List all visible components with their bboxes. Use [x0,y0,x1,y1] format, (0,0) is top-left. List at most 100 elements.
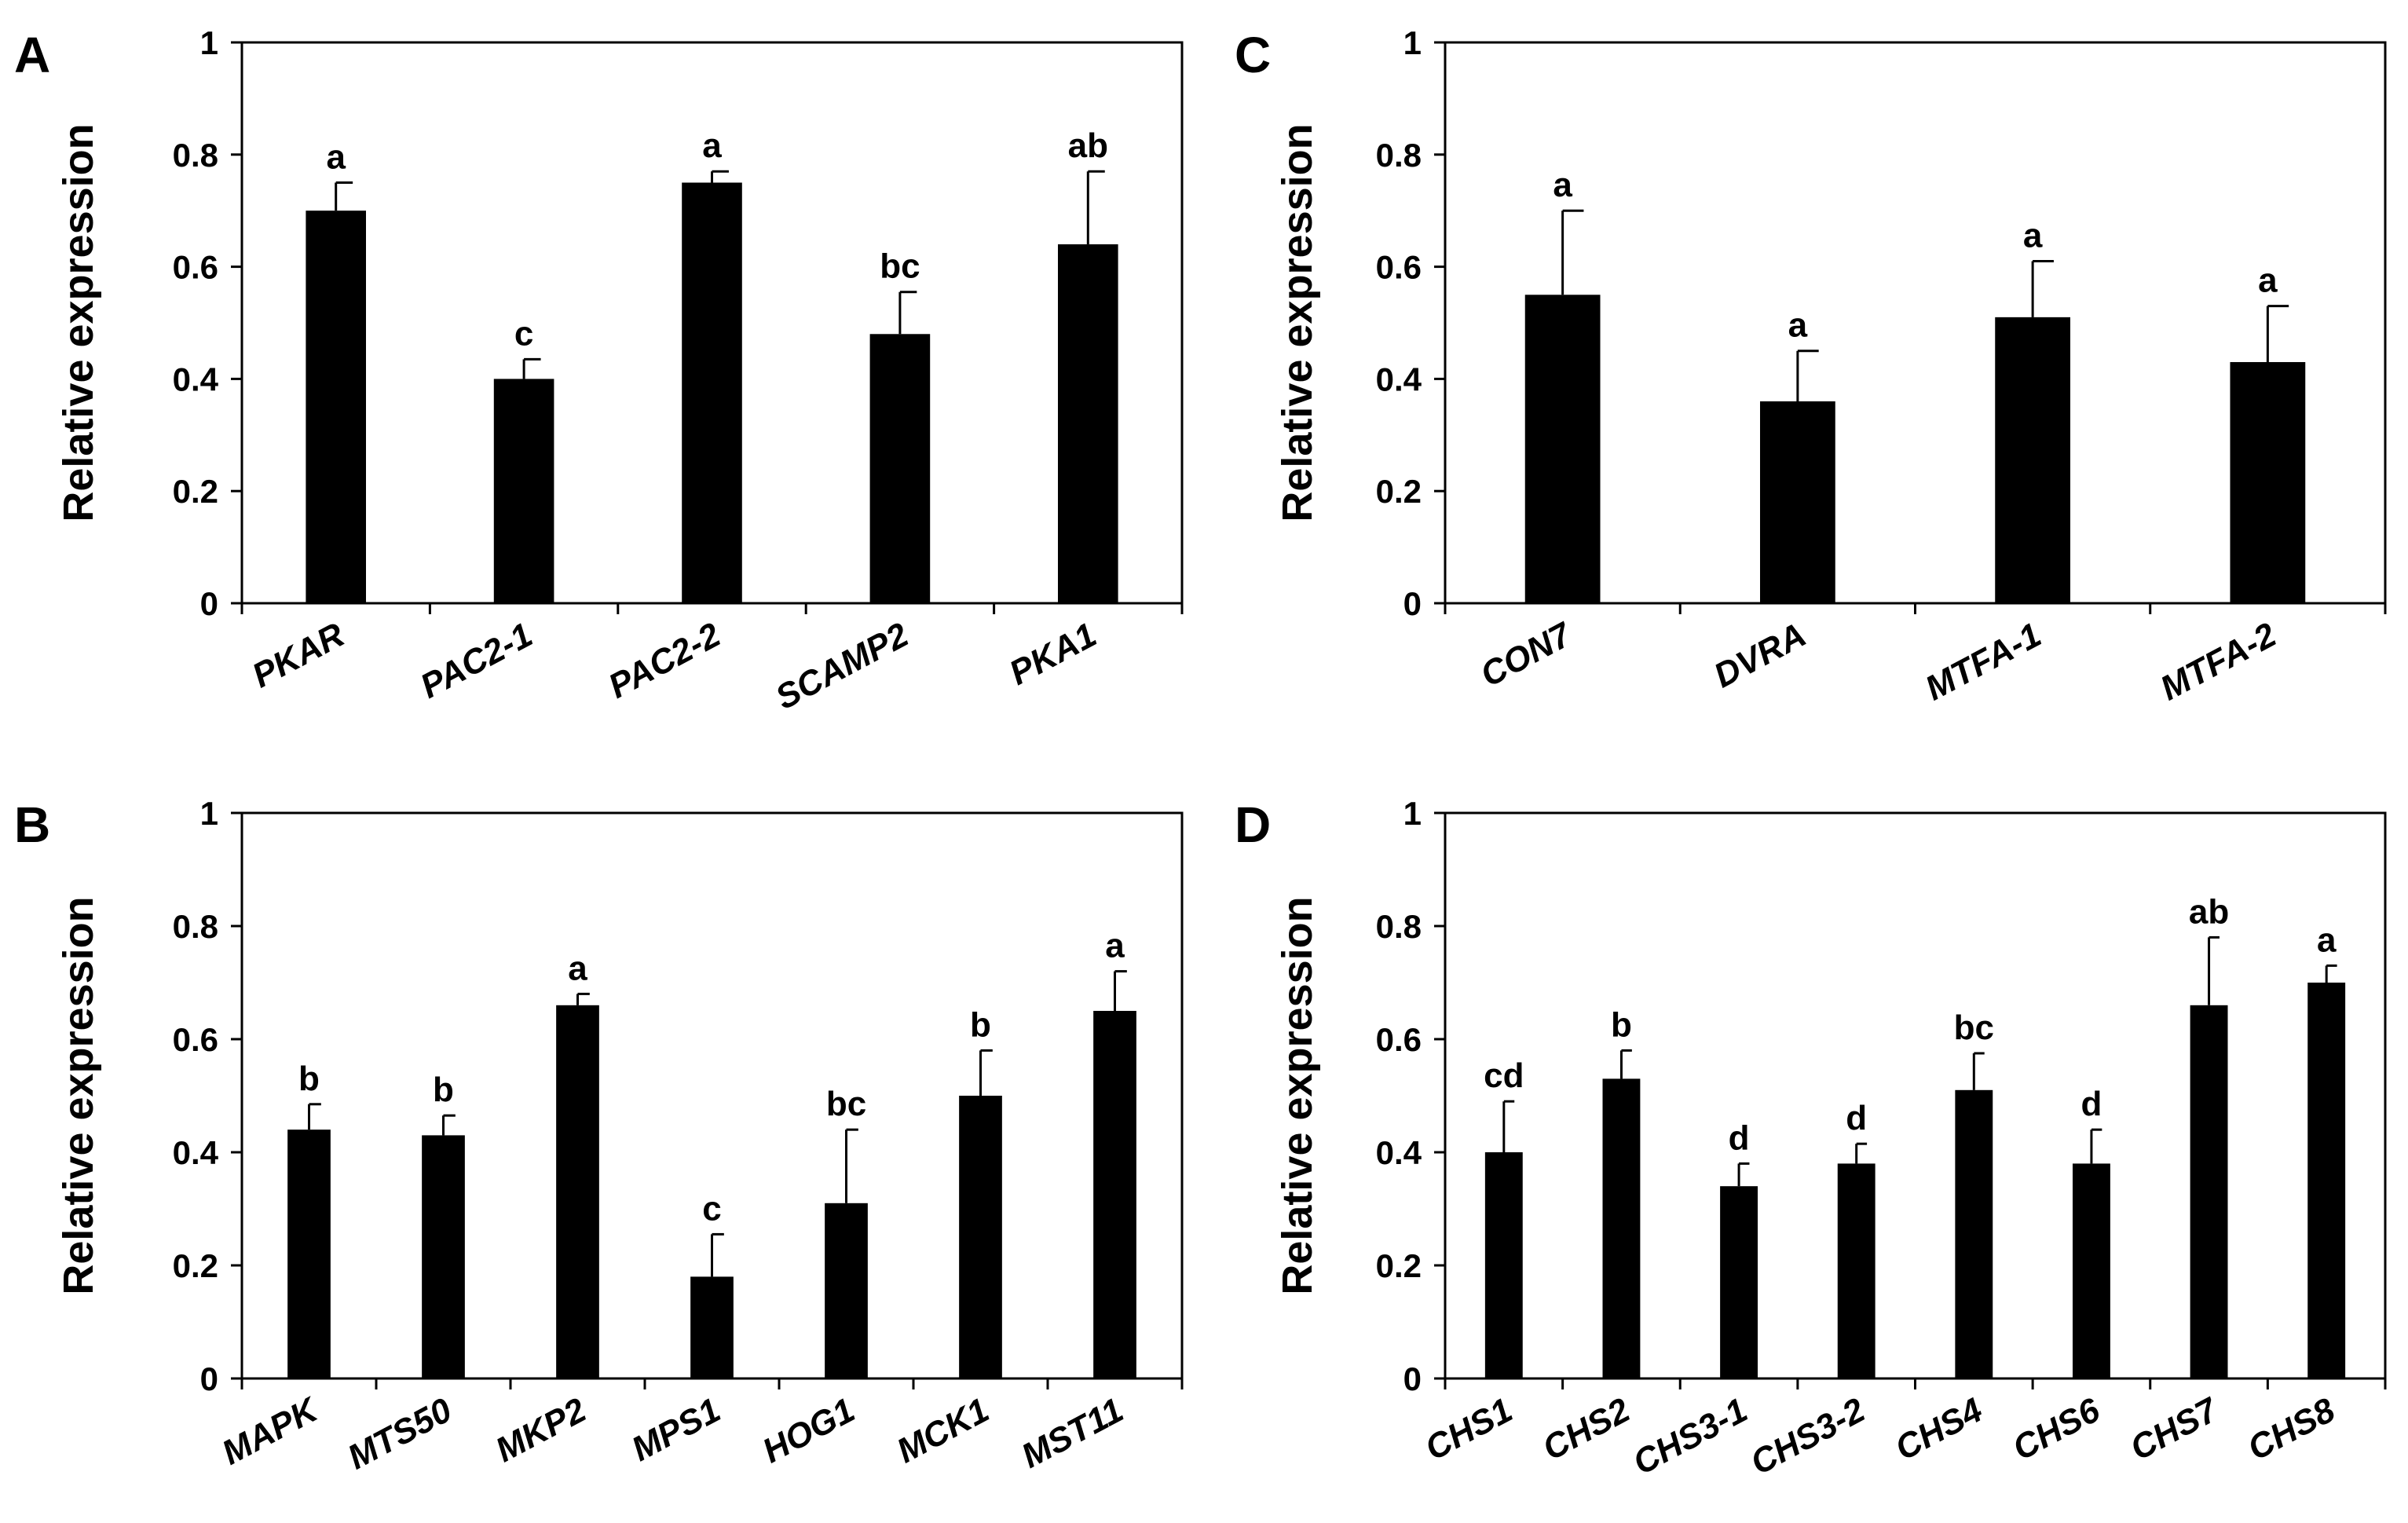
y-tick-label: 0.8 [173,137,218,174]
significance-letter: d [1729,1118,1750,1157]
y-tick-label: 1 [1403,795,1422,832]
x-category-label: MTFA-1 [1919,616,2048,708]
y-tick-label: 0.8 [173,908,218,945]
bar [690,1276,734,1378]
bar [1759,401,1835,603]
bar [1484,1152,1523,1378]
significance-letter: d [1846,1099,1867,1137]
bar [287,1129,331,1378]
x-category-label: CHS8 [2241,1390,2341,1468]
x-category-label: MAPK [216,1389,326,1473]
panel-letter: C [1235,27,1271,83]
y-tick-label: 1 [200,795,218,832]
x-category-label: MPS1 [625,1391,726,1470]
y-axis-label: Relative expression [55,123,102,522]
significance-letter: a [568,949,587,987]
bar [869,334,931,603]
significance-letter: a [326,138,346,177]
y-tick-label: 1 [1403,24,1422,61]
y-tick-label: 0.6 [1376,249,1422,286]
significance-letter: a [702,126,722,165]
x-category-label: CHS4 [1889,1391,1989,1468]
bar [422,1135,465,1378]
y-tick-label: 0.8 [1376,137,1422,174]
y-tick-label: 0.2 [173,473,218,510]
y-axis-label: Relative expression [55,896,102,1294]
bar [1837,1163,1876,1378]
bar [493,379,554,603]
significance-letter: a [1553,166,1572,204]
significance-letter: ab [2189,892,2229,931]
bar [825,1203,868,1378]
significance-letter: c [514,314,533,353]
bar [556,1005,599,1378]
bar [682,182,742,603]
bar [959,1096,1002,1378]
x-category-label: CHS3-2 [1744,1390,1872,1482]
x-category-label: CHS2 [1536,1390,1636,1468]
significance-letter: ab [1068,126,1108,165]
y-tick-label: 0 [200,585,218,622]
x-category-label: CHS3-1 [1627,1391,1754,1483]
bar [1602,1078,1641,1378]
significance-letter: a [1788,306,1808,345]
y-tick-label: 0 [200,1360,218,1397]
y-tick-label: 0 [1403,1360,1422,1397]
panel-letter: A [14,27,50,83]
significance-letter: b [1611,1005,1632,1044]
x-category-label: MKP2 [489,1390,592,1470]
x-category-label: CHS6 [2007,1390,2106,1468]
x-category-label: MCK1 [891,1391,995,1471]
y-tick-label: 0.4 [173,1134,219,1171]
y-tick-label: 0.2 [1376,473,1422,510]
x-category-label: SCAMP2 [770,615,915,717]
significance-letter: a [1105,927,1125,965]
plot-frame [1444,811,2387,1380]
bar [1955,1089,1993,1378]
y-tick-label: 0.2 [1376,1247,1422,1284]
significance-letter: a [2023,216,2043,254]
significance-letter: bc [1954,1009,1994,1047]
y-tick-label: 0.6 [173,249,218,286]
x-category-label: PAC2-2 [602,615,727,705]
y-tick-label: 1 [200,24,218,61]
bar [306,211,367,603]
y-tick-label: 0.6 [173,1021,218,1058]
x-category-label: PAC2-1 [414,616,538,706]
panel-letter: B [14,796,50,853]
bar [2190,1005,2228,1378]
y-axis-label: Relative expression [1274,123,1321,522]
x-category-label: CON7 [1474,614,1579,694]
bar [2072,1163,2110,1378]
bar [1057,244,1118,603]
y-tick-label: 0.2 [173,1247,218,1284]
x-category-label: PKA1 [1003,616,1103,693]
y-tick-label: 0.6 [1376,1021,1422,1058]
y-tick-label: 0.4 [1376,361,1422,397]
bar [1093,1011,1136,1378]
significance-letter: a [2258,262,2278,300]
y-tick-label: 0.4 [1376,1134,1422,1171]
x-category-label: DVRA [1707,616,1812,696]
x-category-label: CHS1 [1419,1391,1519,1468]
significance-letter: cd [1484,1056,1524,1095]
bar [2230,361,2306,603]
panel-letter: D [1235,796,1271,853]
x-category-label: MTFA-2 [2154,615,2283,708]
x-category-label: HOG1 [756,1391,861,1471]
bar [1995,317,2071,603]
x-category-label: MTS50 [342,1390,459,1477]
x-category-label: MST11 [1016,1391,1129,1476]
y-axis-label: Relative expression [1274,896,1321,1294]
bar [1524,295,1601,603]
significance-letter: c [702,1189,721,1228]
bar [2307,983,2346,1378]
significance-letter: a [2317,921,2337,959]
significance-letter: bc [826,1085,866,1123]
significance-letter: b [970,1005,991,1044]
